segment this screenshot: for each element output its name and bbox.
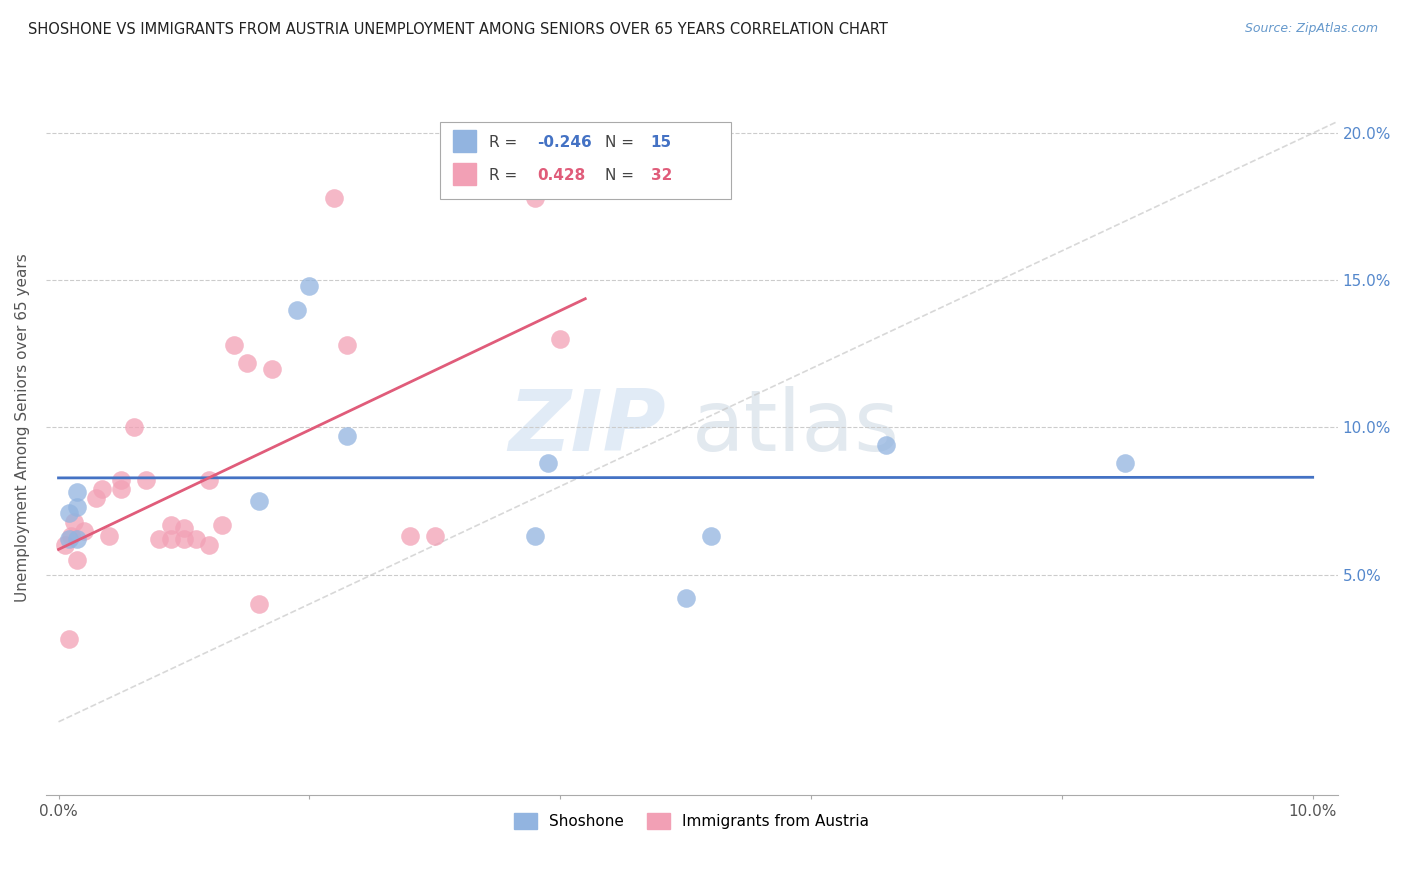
Text: -0.246: -0.246 (537, 136, 592, 150)
Point (323, 191, 346, 205)
Point (247, 597, 270, 611)
Point (62, 515, 84, 529)
Point (66, 533, 89, 547)
Legend: Shoshone, Immigrants from Austria: Shoshone, Immigrants from Austria (508, 807, 876, 836)
Point (235, 356, 257, 370)
Point (97, 529, 120, 543)
Point (875, 438, 897, 452)
Point (91, 483, 114, 497)
Point (285, 302, 308, 317)
Point (110, 483, 132, 497)
Point (198, 474, 221, 488)
Point (148, 533, 170, 547)
Point (298, 279, 321, 293)
Bar (453, 162, 477, 185)
Point (66, 500, 89, 514)
Point (548, 332, 571, 346)
Text: SHOSHONE VS IMMIGRANTS FROM AUSTRIA UNEMPLOYMENT AMONG SENIORS OVER 65 YEARS COR: SHOSHONE VS IMMIGRANTS FROM AUSTRIA UNEM… (28, 22, 889, 37)
Point (198, 538, 221, 552)
Point (72, 524, 94, 538)
Point (524, 191, 547, 205)
Point (66, 553, 89, 567)
Text: 32: 32 (651, 168, 672, 183)
Point (122, 420, 145, 434)
Text: atlas: atlas (692, 386, 900, 469)
Point (135, 474, 157, 488)
Point (53, 538, 76, 552)
Point (173, 533, 195, 547)
Point (537, 456, 560, 470)
Point (247, 494, 270, 508)
Text: R =: R = (489, 168, 527, 183)
Point (699, 529, 721, 543)
Text: Source: ZipAtlas.com: Source: ZipAtlas.com (1244, 22, 1378, 36)
Point (211, 517, 233, 532)
Point (186, 533, 208, 547)
Point (60, 529, 83, 543)
Point (160, 517, 183, 532)
Point (58, 506, 80, 520)
Point (1114, 456, 1136, 470)
Point (222, 338, 245, 352)
Point (336, 429, 359, 443)
FancyBboxPatch shape (440, 122, 731, 200)
Point (423, 529, 446, 543)
Point (260, 361, 283, 376)
Point (84, 491, 107, 505)
Point (58, 632, 80, 647)
Point (66, 485, 89, 500)
Point (675, 591, 697, 606)
Text: ZIP: ZIP (509, 386, 666, 469)
Point (58, 533, 80, 547)
Text: N =: N = (606, 168, 640, 183)
Text: 15: 15 (651, 136, 672, 150)
Text: 0.428: 0.428 (537, 168, 585, 183)
Text: N =: N = (606, 136, 640, 150)
Y-axis label: Unemployment Among Seniors over 65 years: Unemployment Among Seniors over 65 years (15, 253, 30, 602)
Point (398, 529, 420, 543)
Point (524, 529, 547, 543)
Point (336, 338, 359, 352)
Text: R =: R = (489, 136, 522, 150)
Bar (453, 130, 477, 153)
Point (110, 474, 132, 488)
Point (160, 533, 183, 547)
Point (173, 520, 195, 534)
